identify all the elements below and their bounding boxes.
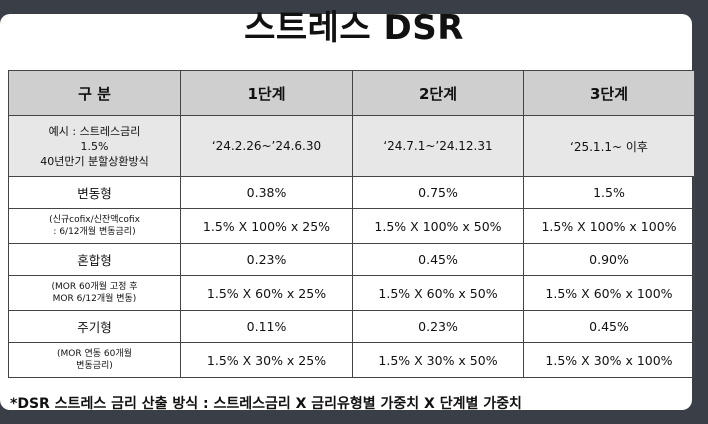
example-label-line3: 40년만기 분할상환방식	[40, 154, 149, 168]
example-row: 예시 : 스트레스금리 1.5% 40년만기 분할상환방식 ‘24.2.26~’…	[8, 115, 695, 177]
variable-rate-stage-2: 0.75%	[352, 176, 524, 209]
stress-dsr-table: 구 분 1단계 2단계 3단계 예시 : 스트레스금리 1.5% 40년만기 분…	[8, 70, 695, 378]
periodic-note-line1: (MOR 연동 60개월	[57, 349, 132, 359]
periodic-rate-stage-2: 0.23%	[352, 310, 524, 343]
mixed-note-line2: MOR 6/12개월 변동)	[52, 294, 137, 304]
header-stage-1: 1단계	[180, 70, 353, 116]
period-stage-2: ‘24.7.1~’24.12.31	[352, 115, 524, 177]
footnote: *DSR 스트레스 금리 산출 방식 : 스트레스금리 X 금리유형별 가중치 …	[10, 396, 522, 412]
periodic-formula-stage-2: 1.5% X 30% x 50%	[352, 342, 524, 378]
periodic-rate-stage-3: 0.45%	[523, 310, 695, 343]
mixed-formula-stage-1: 1.5% X 60% x 25%	[180, 275, 353, 311]
header-category: 구 분	[8, 70, 181, 116]
variable-rate-stage-3: 1.5%	[523, 176, 695, 209]
periodic-formula-stage-1: 1.5% X 30% x 25%	[180, 342, 353, 378]
variable-formula-stage-1: 1.5% X 100% x 25%	[180, 208, 353, 244]
periodic-formula-row: (MOR 연동 60개월 변동금리) 1.5% X 30% x 25% 1.5%…	[8, 342, 695, 378]
mixed-formula-stage-2: 1.5% X 60% x 50%	[352, 275, 524, 311]
example-label: 예시 : 스트레스금리 1.5% 40년만기 분할상환방식	[8, 115, 181, 177]
periodic-formula-stage-3: 1.5% X 30% x 100%	[523, 342, 695, 378]
mixed-formula-stage-3: 1.5% X 60% x 100%	[523, 275, 695, 311]
mixed-type-label: 혼합형	[8, 243, 181, 276]
period-stage-3: ‘25.1.1~ 이후	[523, 115, 695, 177]
variable-note-line2: : 6/12개월 변동금리)	[53, 227, 136, 237]
variable-rate-stage-1: 0.38%	[180, 176, 353, 209]
variable-formula-row: (신규cofix/신잔액cofix : 6/12개월 변동금리) 1.5% X …	[8, 208, 695, 244]
variable-type-label: 변동형	[8, 176, 181, 209]
example-label-line1: 예시 : 스트레스금리	[48, 124, 141, 138]
variable-type-note: (신규cofix/신잔액cofix : 6/12개월 변동금리)	[8, 208, 181, 244]
variable-formula-stage-2: 1.5% X 100% x 50%	[352, 208, 524, 244]
periodic-note-line2: 변동금리)	[76, 361, 113, 371]
variable-formula-stage-3: 1.5% X 100% x 100%	[523, 208, 695, 244]
mixed-rate-stage-2: 0.45%	[352, 243, 524, 276]
periodic-rate-row: 주기형 0.11% 0.23% 0.45%	[8, 310, 695, 343]
mixed-rate-row: 혼합형 0.23% 0.45% 0.90%	[8, 243, 695, 276]
variable-note-line1: (신규cofix/신잔액cofix	[49, 215, 140, 225]
page-title: 스트레스 DSR	[244, 8, 464, 48]
mixed-formula-row: (MOR 60개월 고정 후 MOR 6/12개월 변동) 1.5% X 60%…	[8, 275, 695, 311]
period-stage-1: ‘24.2.26~’24.6.30	[180, 115, 353, 177]
mixed-type-note: (MOR 60개월 고정 후 MOR 6/12개월 변동)	[8, 275, 181, 311]
header-stage-2: 2단계	[352, 70, 524, 116]
header-row: 구 분 1단계 2단계 3단계	[8, 70, 695, 116]
mixed-rate-stage-1: 0.23%	[180, 243, 353, 276]
variable-rate-row: 변동형 0.38% 0.75% 1.5%	[8, 176, 695, 209]
mixed-note-line1: (MOR 60개월 고정 후	[51, 282, 138, 292]
periodic-type-label: 주기형	[8, 310, 181, 343]
periodic-rate-stage-1: 0.11%	[180, 310, 353, 343]
header-stage-3: 3단계	[523, 70, 695, 116]
example-label-line2: 1.5%	[80, 139, 109, 153]
mixed-rate-stage-3: 0.90%	[523, 243, 695, 276]
periodic-type-note: (MOR 연동 60개월 변동금리)	[8, 342, 181, 378]
